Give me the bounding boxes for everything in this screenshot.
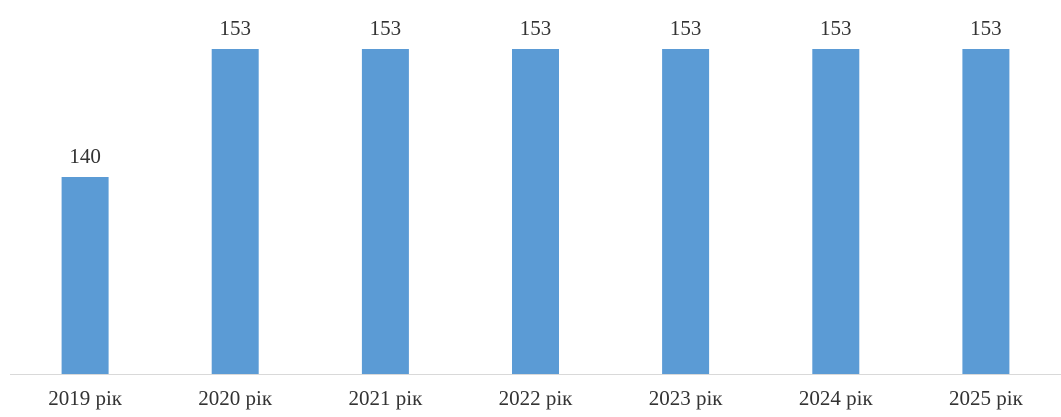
x-tick-label-4: 2023 рік bbox=[649, 386, 724, 410]
value-label-6: 153 bbox=[970, 16, 1002, 40]
value-label-3: 153 bbox=[520, 16, 552, 40]
bar-6 bbox=[962, 49, 1010, 374]
x-tick-label-3: 2022 рік bbox=[499, 386, 574, 410]
value-labels-group: 140 153 153 153 153 153 153 bbox=[69, 16, 1001, 168]
x-tick-label-6: 2025 рік bbox=[949, 386, 1024, 410]
value-label-2: 153 bbox=[370, 16, 402, 40]
x-tick-label-5: 2024 рік bbox=[799, 386, 874, 410]
value-label-1: 153 bbox=[219, 16, 251, 40]
bar-2 bbox=[361, 49, 409, 374]
value-label-4: 153 bbox=[670, 16, 702, 40]
bar-0 bbox=[61, 177, 109, 374]
value-label-5: 153 bbox=[820, 16, 852, 40]
x-tick-label-0: 2019 рік bbox=[48, 386, 123, 410]
x-tick-label-1: 2020 рік bbox=[198, 386, 273, 410]
bar-5 bbox=[812, 49, 860, 374]
bars-group bbox=[61, 49, 1010, 374]
bar-1 bbox=[211, 49, 259, 374]
bar-4 bbox=[662, 49, 710, 374]
x-tick-labels-group: 2019 рік 2020 рік 2021 рік 2022 рік 2023 рік… bbox=[48, 386, 1023, 410]
x-tick-label-2: 2021 рік bbox=[349, 386, 424, 410]
value-label-0: 140 bbox=[69, 144, 101, 168]
bar-3 bbox=[512, 49, 559, 374]
